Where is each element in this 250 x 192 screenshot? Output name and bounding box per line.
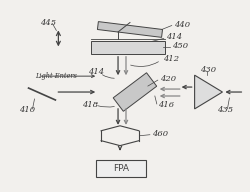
- Polygon shape: [194, 75, 222, 109]
- Text: 430: 430: [200, 66, 216, 74]
- Text: 460: 460: [152, 130, 168, 138]
- Bar: [96, 160, 146, 177]
- Text: 445: 445: [40, 19, 56, 26]
- Text: 450: 450: [172, 42, 188, 50]
- Text: 420: 420: [160, 75, 176, 83]
- Text: 412: 412: [163, 55, 179, 63]
- FancyBboxPatch shape: [98, 22, 162, 37]
- Text: 414: 414: [88, 68, 104, 76]
- Text: 418: 418: [82, 101, 98, 109]
- Text: FPA: FPA: [113, 164, 129, 173]
- Text: 440: 440: [174, 21, 190, 29]
- Text: 435: 435: [218, 106, 234, 114]
- FancyBboxPatch shape: [113, 73, 157, 111]
- Text: 416: 416: [158, 101, 174, 109]
- Text: 410: 410: [18, 106, 35, 114]
- Text: 414: 414: [166, 33, 182, 41]
- Text: Light Enters: Light Enters: [36, 72, 78, 80]
- Bar: [91, 41, 165, 54]
